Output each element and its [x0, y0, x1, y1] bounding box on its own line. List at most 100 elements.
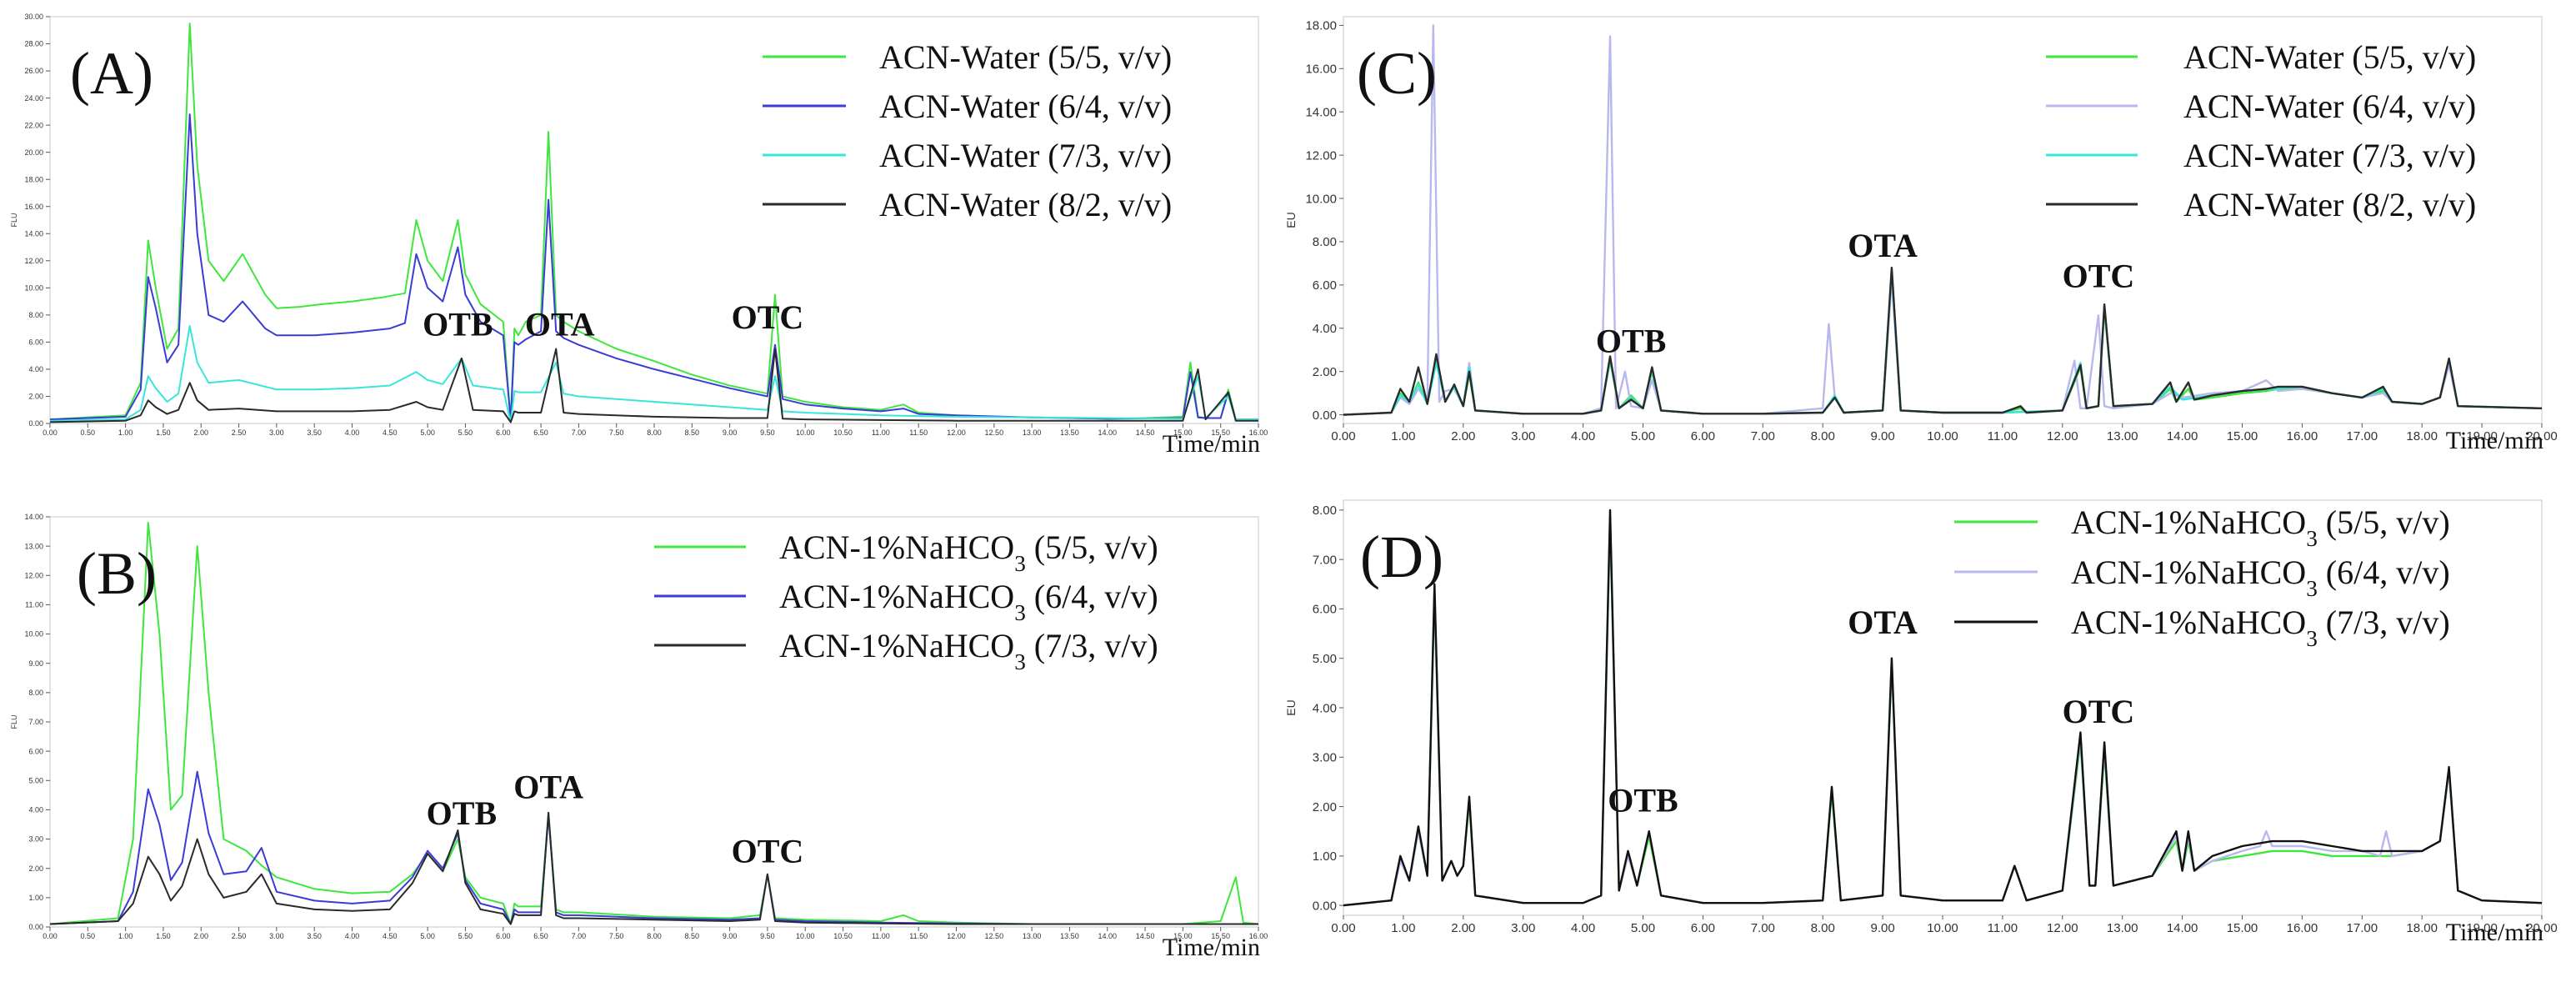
x-tick-label: 11.00: [872, 428, 890, 437]
peak-label-otb: OTB: [1596, 322, 1666, 359]
x-tick-label: 1.00: [1391, 921, 1415, 935]
x-tick-label: 7.50: [609, 932, 624, 940]
x-tick-label: 15.00: [1173, 932, 1193, 940]
legend-label: ACN-1%NaHCO3 (7/3, v/v): [779, 627, 1158, 674]
legend-label: ACN-1%NaHCO3 (6/4, v/v): [779, 578, 1158, 625]
y-tick-label: 26.00: [24, 67, 43, 75]
y-tick-label: 18.00: [1305, 19, 1337, 33]
x-tick-label: 9.50: [760, 932, 775, 940]
y-tick-label: 0.00: [28, 923, 43, 931]
x-tick-label: 13.00: [1023, 428, 1042, 437]
x-tick-label: 13.00: [1023, 932, 1042, 940]
x-tick-label: 4.00: [1571, 429, 1595, 443]
x-tick-label: 15.00: [2227, 921, 2258, 935]
x-tick-label: 12.00: [2047, 921, 2078, 935]
x-tick-label: 12.50: [985, 428, 1004, 437]
x-tick-label: 10.00: [796, 428, 815, 437]
x-tick-label: 17.00: [2347, 921, 2378, 935]
x-tick-label: 5.00: [420, 932, 435, 940]
y-tick-label: 12.00: [1305, 148, 1337, 163]
y-tick-label: 4.00: [1313, 322, 1337, 336]
x-tick-label: 16.00: [2287, 429, 2318, 443]
y-tick-label: 12.00: [24, 257, 43, 265]
chart-panel-a: 0.00 2.00 4.00 6.00 8.00 10.00 12.00 14.00 16.00…: [10, 13, 1268, 458]
peak-label-otb: OTB: [1608, 782, 1678, 819]
y-axis-label: EU: [1284, 699, 1298, 715]
peak-label-otc: OTC: [2063, 257, 2135, 294]
x-tick-label: 3.00: [1511, 921, 1535, 935]
legend-label: ACN-Water (5/5, v/v): [879, 38, 1172, 76]
peak-label-ota: OTA: [1848, 604, 1918, 641]
peak-label-otc: OTC: [2063, 693, 2135, 730]
peak-label-otc: OTC: [732, 298, 804, 336]
x-tick-label: 13.00: [2107, 921, 2138, 935]
x-tick-label: 7.00: [1751, 921, 1775, 935]
x-tick-label: 0.00: [1331, 921, 1355, 935]
y-tick-label: 6.00: [1313, 603, 1337, 617]
x-tick-label: 12.00: [2047, 429, 2078, 443]
chart-panel-b: 0.00 1.00 2.00 3.00 4.00 5.00 6.00 7.00 8.00 9.00…: [10, 513, 1268, 961]
y-tick-label: 8.00: [28, 689, 43, 697]
y-tick-label: 3.00: [28, 835, 43, 844]
series-line-4: [1343, 266, 2543, 416]
x-tick-label: 10.00: [796, 932, 815, 940]
x-tick-label: 10.00: [1927, 921, 1958, 935]
y-tick-label: 10.00: [1305, 192, 1337, 206]
x-tick-label: 1.50: [156, 932, 171, 940]
x-tick-label: 5.50: [458, 932, 473, 940]
panel-label: (B): [77, 540, 157, 607]
panel-label: (C): [1357, 40, 1437, 107]
y-tick-label: 16.00: [1305, 63, 1337, 77]
x-tick-label: 11.50: [909, 932, 928, 940]
y-tick-label: 14.00: [24, 513, 43, 521]
x-tick-label: 1.00: [118, 428, 133, 437]
x-tick-label: 2.00: [193, 932, 208, 940]
x-tick-label: 18.00: [2406, 429, 2438, 443]
x-tick-label: 1.50: [156, 428, 171, 437]
x-tick-label: 14.50: [1136, 428, 1155, 437]
y-axis-label: FLU: [10, 213, 18, 227]
x-axis-label: Time/min: [2446, 919, 2543, 946]
x-tick-label: 4.50: [383, 428, 398, 437]
series-line-2: [49, 770, 1258, 925]
x-tick-label: 20.00: [2526, 429, 2558, 443]
y-tick-label: 14.00: [1305, 105, 1337, 119]
x-tick-label: 7.50: [609, 428, 624, 437]
y-tick-label: 3.00: [1313, 751, 1337, 765]
x-tick-label: 19.00: [2466, 429, 2498, 443]
y-tick-label: 28.00: [24, 40, 43, 48]
chart-panel-d: 0.00 1.00 2.00 3.00 4.00 5.00 6.00 7.00 8.00 0.00…: [1284, 499, 2558, 946]
legend-label: ACN-Water (7/3, v/v): [2183, 137, 2476, 174]
x-tick-label: 6.00: [1691, 921, 1715, 935]
x-tick-label: 9.00: [723, 932, 738, 940]
x-tick-label: 15.00: [1173, 428, 1193, 437]
x-tick-label: 14.00: [1098, 428, 1117, 437]
y-tick-label: 1.00: [28, 894, 43, 902]
y-tick-label: 12.00: [24, 571, 43, 579]
series-line-3: [1343, 268, 2543, 416]
legend-label: ACN-Water (8/2, v/v): [879, 186, 1172, 223]
x-tick-label: 12.00: [947, 428, 966, 437]
legend-label: ACN-Water (7/3, v/v): [879, 137, 1172, 174]
x-tick-label: 18.00: [2406, 921, 2438, 935]
x-tick-label: 13.50: [1060, 428, 1079, 437]
y-axis-label: EU: [1284, 212, 1298, 228]
x-axis-label: Time/min: [2446, 427, 2543, 454]
x-tick-label: 14.00: [2167, 921, 2198, 935]
y-tick-label: 1.00: [1313, 849, 1337, 864]
series-line-3: [49, 324, 1258, 423]
x-tick-label: 8.00: [1811, 921, 1835, 935]
y-tick-label: 4.00: [28, 365, 43, 373]
y-tick-label: 4.00: [28, 806, 43, 814]
series-line-1: [1343, 271, 2543, 416]
x-tick-label: 6.00: [1691, 429, 1715, 443]
y-tick-label: 0.00: [1313, 408, 1337, 423]
x-tick-label: 3.00: [1511, 429, 1535, 443]
x-tick-label: 0.00: [1331, 429, 1355, 443]
series-line-3: [49, 811, 1258, 925]
peak-label-ota: OTA: [513, 768, 583, 805]
legend-label: ACN-1%NaHCO3 (5/5, v/v): [779, 529, 1158, 576]
x-tick-label: 5.00: [1631, 921, 1655, 935]
